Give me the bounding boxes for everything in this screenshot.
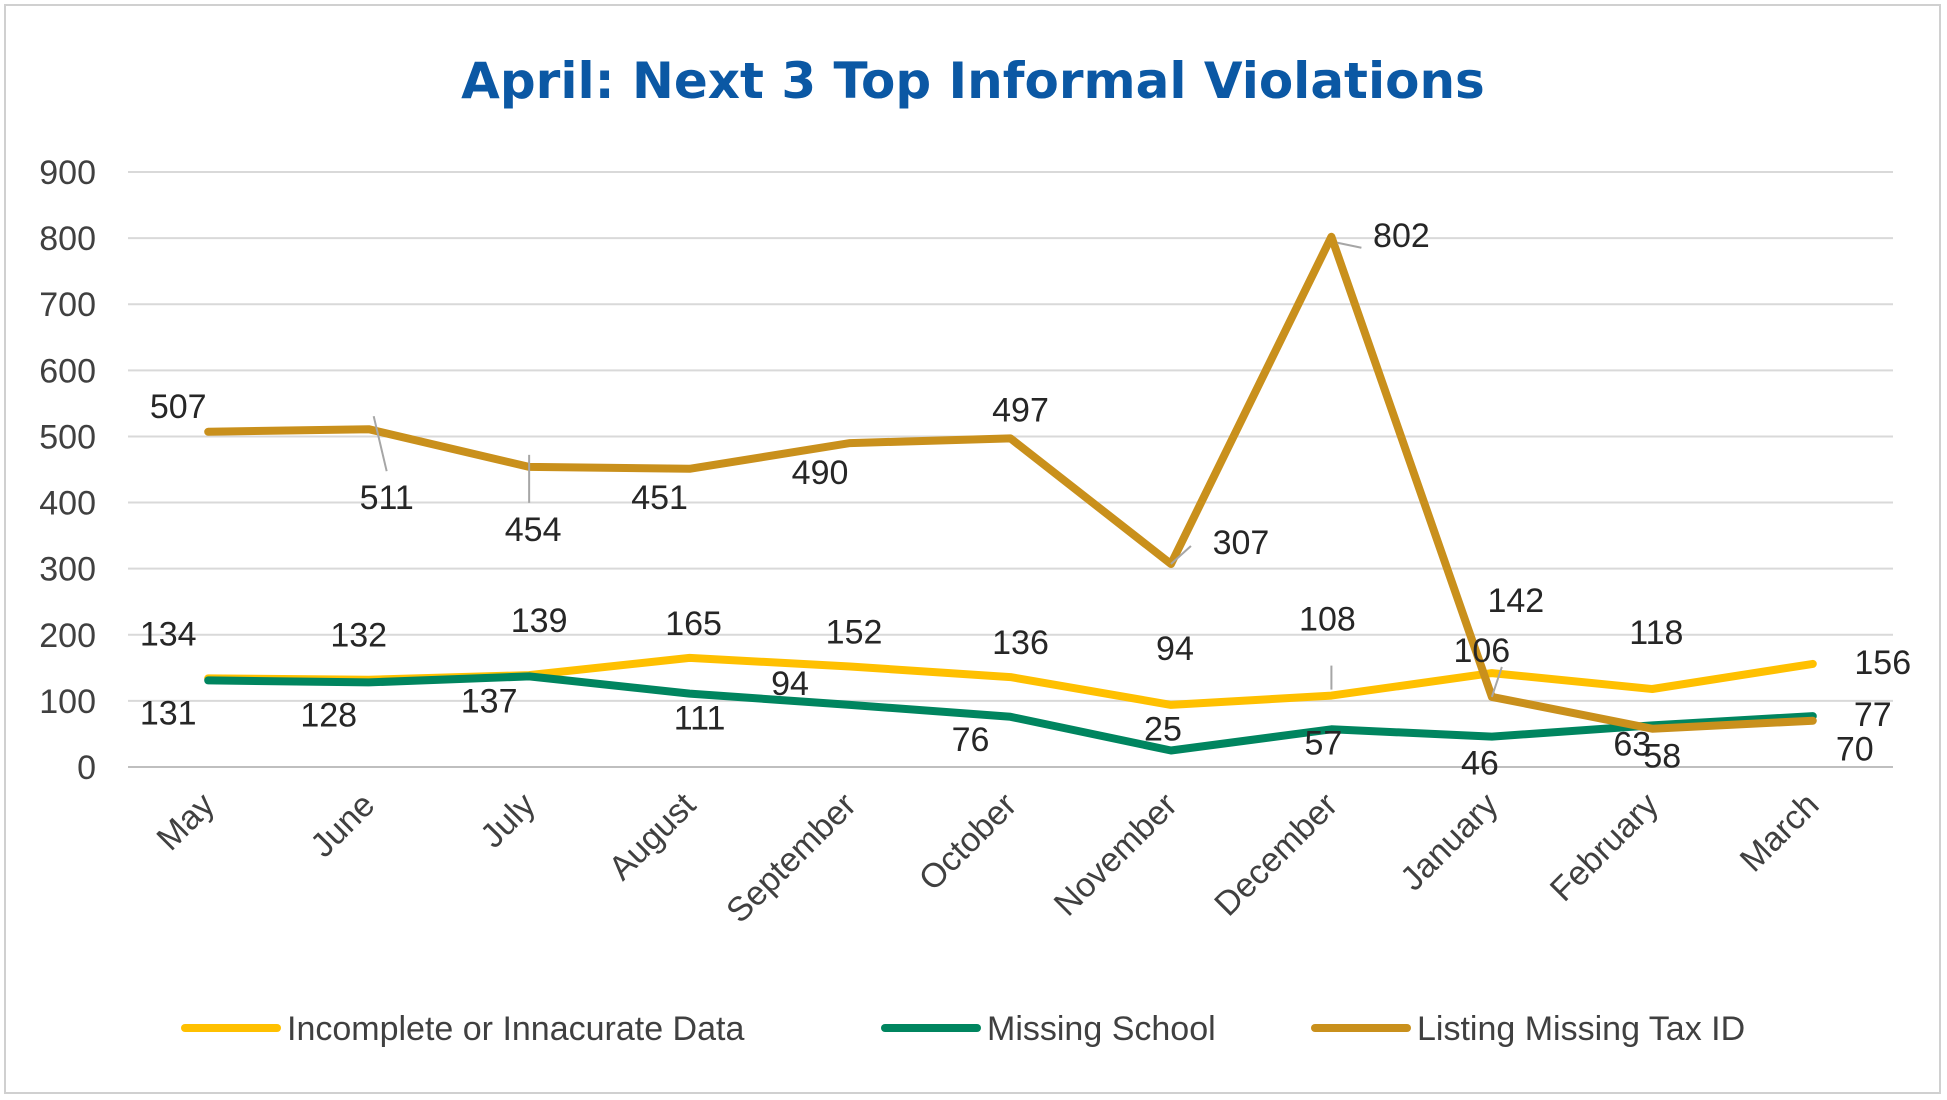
data-label: 152: [826, 614, 883, 652]
legend-label-2: Listing Missing Tax ID: [1417, 1010, 1745, 1048]
series-line-1: [204, 672, 1817, 755]
x-tick-label: November: [1047, 786, 1185, 924]
data-label: 76: [952, 721, 990, 759]
x-tick-label: July: [473, 786, 543, 856]
data-label: 497: [992, 391, 1049, 429]
data-label: 108: [1299, 601, 1356, 639]
data-label: 137: [461, 682, 518, 720]
data-label: 25: [1144, 710, 1182, 748]
data-label: 46: [1461, 745, 1499, 783]
x-tick-label: June: [303, 786, 382, 865]
data-label: 165: [665, 605, 722, 643]
y-tick-label: 200: [39, 617, 96, 655]
data-label: 136: [992, 624, 1049, 662]
y-axis: 0 100 200 300 400 500 600 700 800 900: [39, 154, 96, 787]
x-tick-label: May: [150, 786, 222, 858]
x-tick-label: March: [1733, 786, 1827, 880]
series-lines: [204, 232, 1817, 755]
data-label: 111: [674, 700, 726, 738]
legend: Incomplete or Innacurate Data Missing Sch…: [181, 1010, 1745, 1048]
x-tick-label: December: [1207, 786, 1345, 924]
x-axis: May June July August September October Novembe…: [150, 785, 1827, 930]
chart-frame: [4, 4, 1941, 1094]
leader-line: [1490, 666, 1503, 698]
data-label: 142: [1487, 582, 1544, 620]
data-label: 307: [1213, 524, 1270, 562]
data-label: 451: [631, 479, 688, 517]
data-label: 454: [505, 511, 562, 549]
data-label: 131: [140, 694, 197, 732]
data-label: 70: [1836, 731, 1874, 769]
data-label: 139: [511, 602, 568, 640]
data-label: 106: [1453, 632, 1510, 670]
data-label: 128: [300, 696, 357, 734]
y-tick-label: 100: [39, 683, 96, 721]
y-tick-label: 500: [39, 418, 96, 456]
data-label: 94: [1156, 630, 1194, 668]
x-tick-label: August: [602, 785, 704, 887]
data-label: 511: [360, 479, 414, 517]
x-tick-label: September: [719, 786, 863, 930]
legend-label-1: Missing School: [987, 1010, 1216, 1048]
data-label: 63: [1613, 725, 1651, 763]
leader-line: [1170, 545, 1192, 565]
y-tick-label: 400: [39, 485, 96, 523]
gridlines: [128, 171, 1893, 768]
chart-title: April: Next 3 Top Informal Violations: [461, 52, 1485, 110]
series-line-2: [204, 232, 1817, 733]
x-tick-label: February: [1543, 786, 1666, 909]
y-tick-label: 700: [39, 286, 96, 324]
leader-line: [372, 415, 388, 472]
data-label: 94: [771, 665, 809, 703]
y-tick-label: 0: [77, 749, 96, 787]
data-label: 77: [1854, 696, 1892, 734]
data-label: 134: [140, 615, 197, 653]
data-label: 802: [1373, 217, 1430, 255]
y-tick-label: 900: [39, 154, 96, 192]
data-label: 118: [1629, 614, 1683, 652]
data-label: 132: [330, 617, 387, 655]
data-label: 57: [1304, 724, 1342, 762]
data-label: 490: [792, 454, 849, 492]
data-label: 156: [1854, 644, 1911, 682]
data-label: 58: [1643, 738, 1681, 776]
y-tick-label: 300: [39, 551, 96, 589]
leader-line: [1337, 241, 1362, 249]
legend-label-0: Incomplete or Innacurate Data: [287, 1010, 744, 1048]
x-tick-label: October: [912, 786, 1024, 898]
y-tick-label: 600: [39, 352, 96, 390]
x-tick-label: January: [1393, 786, 1505, 898]
y-tick-label: 800: [39, 220, 96, 258]
data-label: 507: [150, 388, 207, 426]
data-labels: 134 132 139 165 152 136 94 108 142 118 156 131 128 13…: [140, 217, 1911, 783]
